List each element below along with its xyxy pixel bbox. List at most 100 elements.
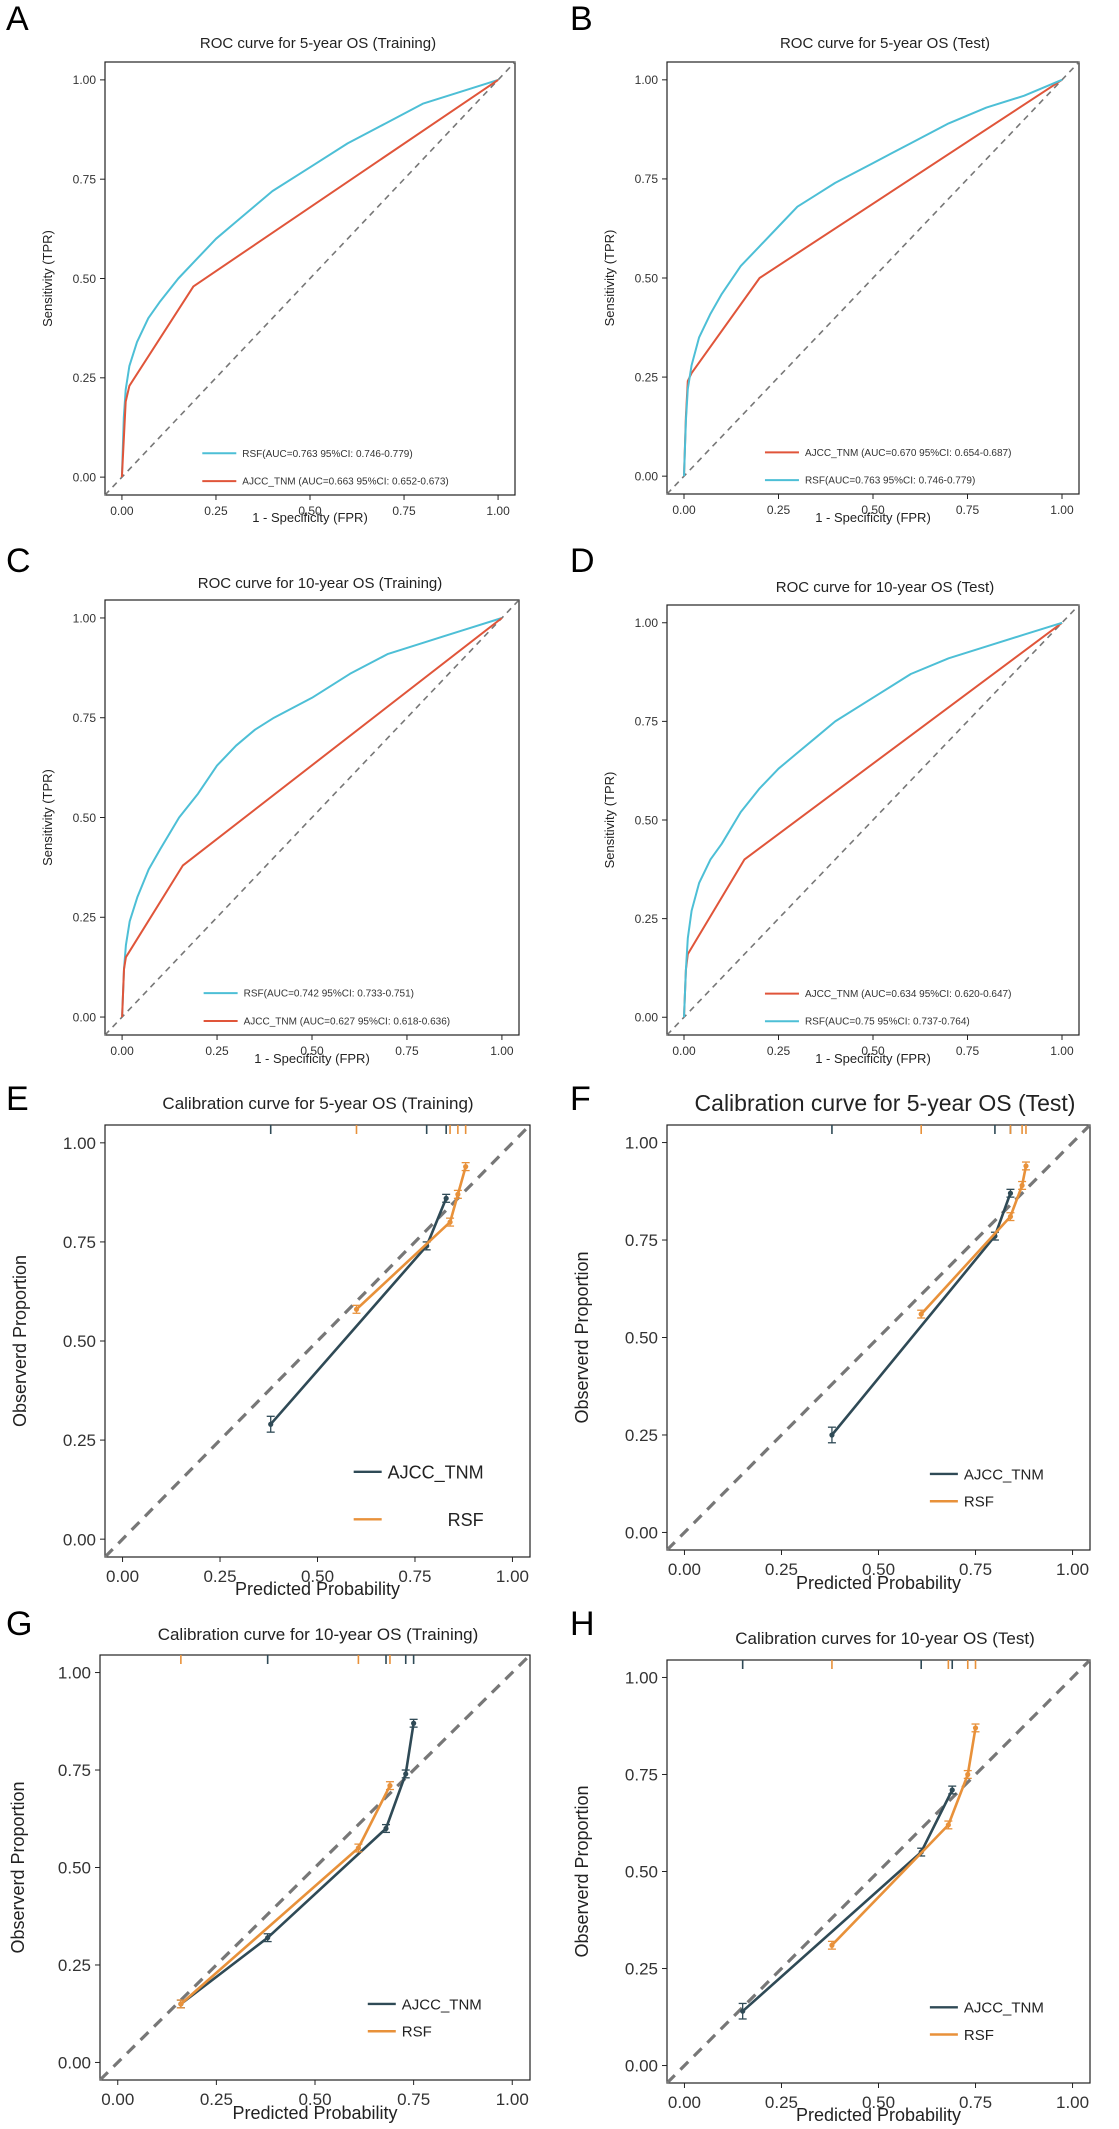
data-point-ajcc xyxy=(403,1771,409,1777)
chart-d: ROC curve for 10-year OS (Test) 0.00 0.00 0… xyxy=(602,579,1080,1066)
x-tick-label: 0.00 xyxy=(110,1044,134,1058)
x-tick-label: 0.00 xyxy=(110,504,134,518)
chart-e: Calibration curve for 5-year OS (Trainin… xyxy=(10,1094,532,1599)
data-point-ajcc xyxy=(740,2008,746,2014)
x-tick-label: 0.25 xyxy=(767,1044,791,1058)
x-tick-label: 1.00 xyxy=(486,504,510,518)
x-tick-label: 0.50 xyxy=(862,1560,895,1579)
panel-label-e: E xyxy=(6,1080,29,1118)
x-tick-label: 0.00 xyxy=(672,1044,696,1058)
legend-label-ajcc: AJCC_TNM xyxy=(964,1466,1044,1483)
series-line-rsf xyxy=(121,617,503,1018)
data-point-ajcc xyxy=(949,1787,955,1793)
data-point-ajcc xyxy=(411,1720,417,1726)
legend-label-ajcc: AJCC_TNM (AUC=0.670 95%CI: 0.654-0.687) xyxy=(805,448,1011,459)
data-point-ajcc xyxy=(443,1195,449,1201)
x-tick-label: 0.00 xyxy=(668,2093,701,2112)
data-point-rsf xyxy=(1023,1163,1029,1169)
x-tick-label: 0.00 xyxy=(672,503,696,517)
y-tick-label: 0.00 xyxy=(58,2054,91,2073)
chart-b: ROC curve for 5-year OS (Test) 0.00 0.00 0.… xyxy=(602,35,1080,525)
x-axis-label: 1 - Specificity (FPR) xyxy=(815,1051,931,1066)
panel-h: H Calibration curves for 10-year OS (Tes… xyxy=(560,1605,1119,2129)
series-line-ajcc xyxy=(180,1722,415,2006)
legend-label-ajcc: AJCC_TNM (AUC=0.627 95%CI: 0.618-0.636) xyxy=(244,1017,450,1028)
chart-title: ROC curve for 10-year OS (Training) xyxy=(198,575,443,592)
series-line-ajcc xyxy=(121,617,503,1018)
y-axis-label: Sensitivity (TPR) xyxy=(602,772,617,869)
y-tick-label: 0.00 xyxy=(635,469,659,483)
panel-label-b: B xyxy=(570,0,593,38)
data-point-rsf xyxy=(447,1219,453,1225)
reference-diagonal xyxy=(665,1658,1092,2085)
chart-title: ROC curve for 10-year OS (Test) xyxy=(776,579,994,596)
legend-label-rsf: RSF xyxy=(964,1494,994,1511)
x-tick-label: 0.50 xyxy=(300,1044,324,1058)
x-tick-label: 0.25 xyxy=(200,2090,233,2109)
y-axis-label: Observerd Proportion xyxy=(572,1785,592,1957)
y-axis-label: Observerd Proportion xyxy=(10,1255,30,1427)
x-tick-label: 0.25 xyxy=(205,1044,229,1058)
panel-b: B ROC curve for 5-year OS (Test) 0.00 0.00… xyxy=(560,0,1119,540)
legend-label-rsf: RSF(AUC=0.763 95%CI: 0.746-0.779) xyxy=(805,476,975,487)
y-tick-label: 0.50 xyxy=(73,811,97,825)
reference-diagonal xyxy=(104,61,516,496)
chart-f: Calibration curve for 5-year OS (Test) 0.… xyxy=(572,1090,1092,1593)
y-tick-label: 0.50 xyxy=(635,271,659,285)
x-tick-label: 0.75 xyxy=(956,1044,980,1058)
x-tick-label: 1.00 xyxy=(1056,1560,1089,1579)
x-axis-label: Predicted Probability xyxy=(235,1579,400,1599)
y-tick-label: 1.00 xyxy=(73,611,97,625)
y-tick-label: 0.25 xyxy=(63,1431,96,1450)
legend-label-ajcc: AJCC_TNM xyxy=(964,2000,1044,2017)
legend-label-rsf: RSF xyxy=(402,2024,432,2041)
panel-e: E Calibration curve for 5-year OS (Train… xyxy=(0,1080,560,1605)
panel-g: G Calibration curve for 10-year OS (Trai… xyxy=(0,1605,560,2129)
data-point-rsf xyxy=(387,1783,393,1789)
plot-frame xyxy=(666,1659,1091,2084)
x-tick-label: 0.00 xyxy=(101,2090,134,2109)
x-axis-label: Predicted Probability xyxy=(232,2103,397,2123)
chart-c: ROC curve for 10-year OS (Training) 0.00 0… xyxy=(40,575,520,1066)
y-tick-label: 0.75 xyxy=(625,1766,658,1785)
y-tick-label: 1.00 xyxy=(635,73,659,87)
data-point-rsf xyxy=(353,1306,360,1312)
x-tick-label: 0.75 xyxy=(956,503,980,517)
x-tick-label: 0.50 xyxy=(861,1044,885,1058)
panel-label-h: H xyxy=(570,1605,595,1643)
x-tick-label: 0.25 xyxy=(765,1560,798,1579)
x-tick-label: 0.50 xyxy=(298,504,322,518)
y-axis-label: Sensitivity (TPR) xyxy=(40,769,55,866)
y-tick-label: 0.25 xyxy=(73,371,97,385)
data-point-rsf xyxy=(829,1942,835,1948)
y-axis-label: Sensitivity (TPR) xyxy=(40,230,55,327)
x-axis-label: Predicted Probability xyxy=(796,2105,961,2125)
panel-label-a: A xyxy=(6,0,29,38)
reference-diagonal xyxy=(98,1653,532,2082)
legend-label-rsf: RSF(AUC=0.742 95%CI: 0.733-0.751) xyxy=(244,989,414,1000)
series-line-rsf xyxy=(120,78,499,478)
panel-a: A ROC curve for 5-year OS (Training) 0.00… xyxy=(0,0,560,540)
x-axis-label: 1 - Specificity (FPR) xyxy=(254,1051,370,1066)
series-line-ajcc xyxy=(269,1197,448,1426)
x-tick-label: 0.25 xyxy=(767,503,791,517)
chart-title: Calibration curve for 5-year OS (Test) xyxy=(695,1090,1076,1116)
legend-label-ajcc: AJCC_TNM xyxy=(388,1462,484,1483)
chart-h: Calibration curves for 10-year OS (Test)… xyxy=(572,1629,1092,2125)
x-axis-label: 1 - Specificity (FPR) xyxy=(252,510,368,525)
x-tick-label: 1.00 xyxy=(1050,1044,1074,1058)
series-line-rsf xyxy=(830,1727,977,1947)
x-tick-label: 0.00 xyxy=(106,1567,139,1586)
y-tick-label: 0.75 xyxy=(73,711,97,725)
y-tick-label: 0.25 xyxy=(635,370,659,384)
y-tick-label: 0.50 xyxy=(625,1329,658,1348)
y-tick-label: 0.00 xyxy=(73,470,97,484)
data-point-rsf xyxy=(945,1822,951,1828)
series-line-rsf xyxy=(355,1166,467,1311)
y-tick-label: 0.25 xyxy=(635,912,659,926)
y-tick-label: 0.75 xyxy=(625,1231,658,1250)
y-tick-label: 0.50 xyxy=(63,1332,96,1351)
data-point-ajcc xyxy=(829,1432,835,1438)
x-tick-label: 0.75 xyxy=(959,2093,992,2112)
data-point-ajcc xyxy=(383,1825,389,1832)
